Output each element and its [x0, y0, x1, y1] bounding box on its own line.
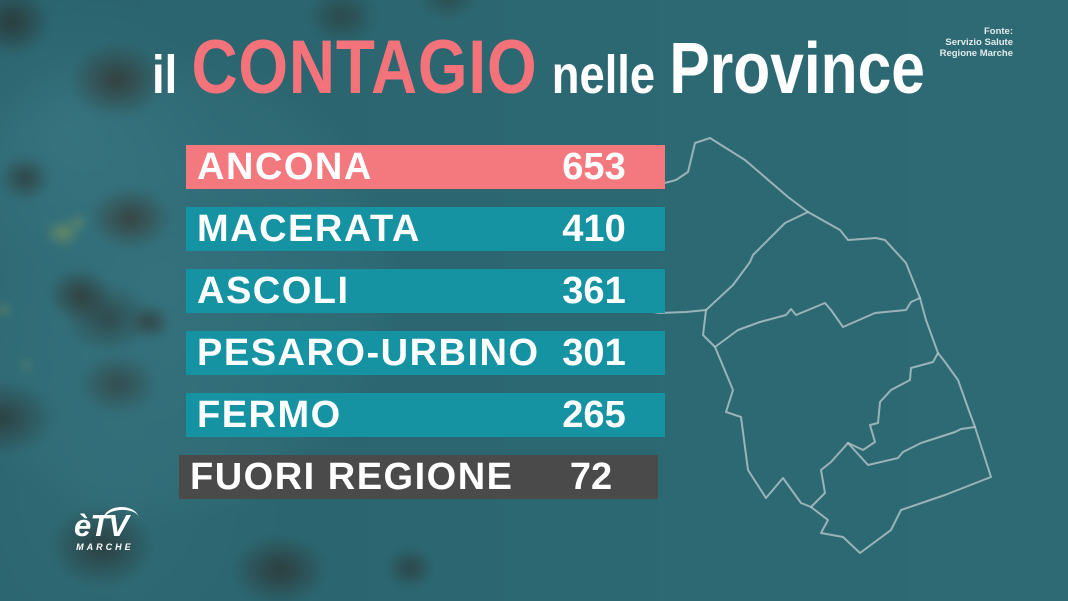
province-label: MACERATA: [197, 208, 421, 250]
province-label: ANCONA: [197, 146, 373, 188]
province-value: 72: [569, 456, 613, 498]
title-word-contagio: CONTAGIO: [191, 25, 538, 110]
etv-marche-logo: èTV MARCHE: [74, 504, 139, 552]
province-value: 653: [562, 146, 626, 188]
source-line-fonte: Fonte:: [983, 26, 1013, 37]
map-border-macerata-ascoli: [810, 442, 849, 508]
source-attribution: Fonte: Servizio Salute Regione Marche: [939, 26, 1013, 60]
etv-logo-subtext: MARCHE: [76, 542, 134, 552]
source-line-servizio: Servizio Salute: [945, 36, 1013, 48]
marche-region-map: [637, 137, 992, 554]
bar-row-ascoli: ASCOLI 361: [186, 269, 665, 313]
province-label: PESARO-URBINO: [197, 332, 540, 374]
bar-row-ancona: ANCONA 653: [186, 145, 665, 189]
map-border-macerata-fermo: [847, 352, 939, 451]
province-value: 361: [562, 270, 626, 312]
page-title: il CONTAGIO nelle Province: [152, 30, 925, 106]
map-outer-border: [637, 137, 992, 554]
bar-row-pesaro-urbino: PESARO-URBINO 301: [186, 331, 665, 375]
province-value: 265: [562, 394, 626, 436]
province-value: 301: [562, 332, 626, 374]
title-word-nelle: nelle: [551, 45, 656, 105]
etv-logo-text: èTV: [74, 508, 129, 543]
title-word-il: il: [152, 45, 178, 105]
source-line-regione: Regione Marche: [939, 47, 1013, 59]
province-label: FUORI REGIONE: [190, 456, 514, 498]
province-label: FERMO: [197, 394, 342, 436]
province-label: ASCOLI: [197, 270, 350, 312]
map-border-pesaro-ancona: [705, 211, 809, 311]
title-word-province: Province: [669, 29, 925, 109]
bar-row-macerata: MACERATA 410: [186, 207, 665, 251]
province-value: 410: [562, 208, 626, 250]
map-border-fermo-ascoli: [847, 426, 976, 466]
bar-row-fermo: FERMO 265: [186, 393, 665, 437]
bar-row-fuori-regione: FUORI REGIONE 72: [179, 455, 658, 499]
map-border-ancona-macerata: [714, 297, 921, 348]
